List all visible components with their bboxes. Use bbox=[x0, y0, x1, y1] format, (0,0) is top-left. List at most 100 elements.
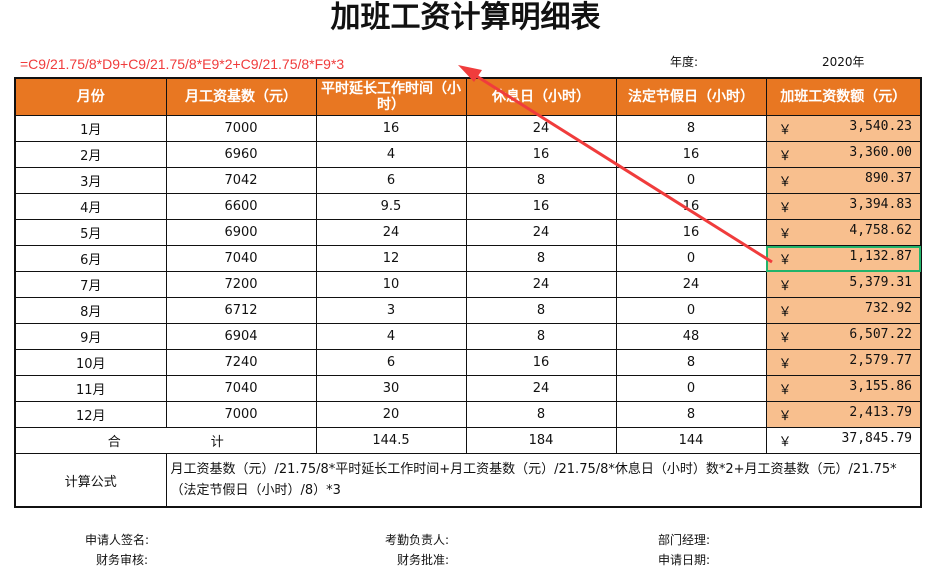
cell[interactable]: 24 bbox=[465, 271, 617, 298]
amount-value: 732.92 bbox=[865, 301, 912, 316]
cell[interactable]: 7042 bbox=[165, 167, 317, 194]
cell[interactable]: 7000 bbox=[165, 115, 317, 142]
column-header[interactable]: 法定节假日（小时） bbox=[615, 77, 767, 116]
cell[interactable]: 8 bbox=[615, 115, 767, 142]
amount-value: 3,155.86 bbox=[849, 379, 912, 394]
cell[interactable]: 24 bbox=[465, 115, 617, 142]
amount-cell[interactable]: ￥ 3,155.86 bbox=[765, 375, 922, 402]
amount-cell[interactable]: ￥ 3,540.23 bbox=[765, 115, 922, 142]
column-header[interactable]: 休息日（小时） bbox=[465, 77, 617, 116]
cell[interactable]: 0 bbox=[615, 375, 767, 402]
year-value[interactable]: 2020年 bbox=[822, 55, 865, 69]
total-amount[interactable]: ￥ 37,845.79 bbox=[765, 427, 922, 454]
amount-cell[interactable]: ￥ 3,360.00 bbox=[765, 141, 922, 168]
cell[interactable]: 4 bbox=[315, 323, 467, 350]
cell[interactable]: 2月 bbox=[14, 141, 167, 168]
cell[interactable]: 8月 bbox=[14, 297, 167, 324]
cell[interactable]: 30 bbox=[315, 375, 467, 402]
cell[interactable]: 16 bbox=[615, 141, 767, 168]
column-header[interactable]: 加班工资数额（元） bbox=[765, 77, 922, 116]
cell[interactable]: 8 bbox=[465, 297, 617, 324]
cell[interactable]: 4 bbox=[315, 141, 467, 168]
cell[interactable]: 9.5 bbox=[315, 193, 467, 220]
cell[interactable]: 6 bbox=[315, 349, 467, 376]
cell[interactable]: 12月 bbox=[14, 401, 167, 428]
cell[interactable]: 20 bbox=[315, 401, 467, 428]
total-rest[interactable]: 184 bbox=[465, 427, 617, 454]
cell[interactable]: 48 bbox=[615, 323, 767, 350]
cell[interactable]: 5月 bbox=[14, 219, 167, 246]
amount-value: 3,540.23 bbox=[849, 119, 912, 134]
cell[interactable]: 16 bbox=[465, 193, 617, 220]
amount-value: 6,507.22 bbox=[849, 327, 912, 342]
amount-cell[interactable]: ￥ 4,758.62 bbox=[765, 219, 922, 246]
cell[interactable]: 16 bbox=[465, 141, 617, 168]
cell[interactable]: 16 bbox=[615, 193, 767, 220]
amount-cell[interactable]: ￥ 2,579.77 bbox=[765, 349, 922, 376]
cell[interactable]: 4月 bbox=[14, 193, 167, 220]
attendance-manager-label: 考勤负责人: bbox=[385, 533, 450, 547]
cell[interactable]: 3月 bbox=[14, 167, 167, 194]
amount-cell[interactable]: ￥ 2,413.79 bbox=[765, 401, 922, 428]
application-date-label: 申请日期: bbox=[658, 553, 711, 567]
cell[interactable]: 6900 bbox=[165, 219, 317, 246]
amount-cell[interactable]: ￥ 6,507.22 bbox=[765, 323, 922, 350]
cell[interactable]: 7040 bbox=[165, 375, 317, 402]
amount-cell[interactable]: ￥ 3,394.83 bbox=[765, 193, 922, 220]
cell[interactable]: 16 bbox=[315, 115, 467, 142]
total-overtime[interactable]: 144.5 bbox=[315, 427, 467, 454]
cell[interactable]: 8 bbox=[465, 323, 617, 350]
cell[interactable]: 6712 bbox=[165, 297, 317, 324]
column-header[interactable]: 月份 bbox=[14, 77, 167, 116]
overtime-table: 月份 月工资基数（元） 平时延长工作时间（小时） 休息日（小时） 法定节假日（小时） 加班… bbox=[14, 77, 922, 508]
cell[interactable]: 7200 bbox=[165, 271, 317, 298]
amount-cell[interactable]: ￥ 1,132.87 bbox=[765, 245, 922, 272]
column-header[interactable]: 平时延长工作时间（小时） bbox=[315, 77, 467, 116]
total-row: 合计 144.5 184 144 ￥ 37,845.79 bbox=[14, 427, 922, 454]
cell[interactable]: 7240 bbox=[165, 349, 317, 376]
cell[interactable]: 10 bbox=[315, 271, 467, 298]
cell[interactable]: 24 bbox=[615, 271, 767, 298]
cell[interactable]: 6960 bbox=[165, 141, 317, 168]
cell[interactable]: 1月 bbox=[14, 115, 167, 142]
cell[interactable]: 6600 bbox=[165, 193, 317, 220]
cell[interactable]: 7000 bbox=[165, 401, 317, 428]
cell[interactable]: 3 bbox=[315, 297, 467, 324]
table-row: 10月 7240 6 16 8 ￥ 2,579.77 bbox=[14, 349, 922, 376]
cell[interactable]: 0 bbox=[615, 167, 767, 194]
cell[interactable]: 10月 bbox=[14, 349, 167, 376]
currency-symbol: ￥ bbox=[778, 149, 792, 164]
cell[interactable]: 8 bbox=[615, 349, 767, 376]
amount-cell[interactable]: ￥ 732.92 bbox=[765, 297, 922, 324]
cell[interactable]: 24 bbox=[465, 375, 617, 402]
cell[interactable]: 6904 bbox=[165, 323, 317, 350]
cell[interactable]: 11月 bbox=[14, 375, 167, 402]
cell[interactable]: 8 bbox=[615, 401, 767, 428]
currency-symbol: ￥ bbox=[778, 435, 792, 450]
amount-value: 2,413.79 bbox=[849, 405, 912, 420]
column-header[interactable]: 月工资基数（元） bbox=[165, 77, 317, 116]
cell[interactable]: 0 bbox=[615, 297, 767, 324]
cell[interactable]: 8 bbox=[465, 401, 617, 428]
cell[interactable]: 16 bbox=[465, 349, 617, 376]
cell[interactable]: 8 bbox=[465, 167, 617, 194]
formula-text[interactable]: 月工资基数（元）/21.75/8*平时延长工作时间+月工资基数（元）/21.75… bbox=[165, 453, 922, 508]
currency-symbol: ￥ bbox=[778, 175, 792, 190]
cell[interactable]: 24 bbox=[465, 219, 617, 246]
amount-value: 5,379.31 bbox=[849, 275, 912, 290]
cell[interactable]: 6月 bbox=[14, 245, 167, 272]
cell[interactable]: 7月 bbox=[14, 271, 167, 298]
cell[interactable]: 16 bbox=[615, 219, 767, 246]
cell[interactable]: 24 bbox=[315, 219, 467, 246]
total-holiday[interactable]: 144 bbox=[615, 427, 767, 454]
finance-approval-label: 财务批准: bbox=[397, 553, 450, 567]
cell[interactable]: 6 bbox=[315, 167, 467, 194]
amount-cell[interactable]: ￥ 5,379.31 bbox=[765, 271, 922, 298]
cell[interactable]: 0 bbox=[615, 245, 767, 272]
cell[interactable]: 12 bbox=[315, 245, 467, 272]
cell[interactable]: 9月 bbox=[14, 323, 167, 350]
total-label-b: 计 bbox=[210, 435, 224, 450]
cell[interactable]: 8 bbox=[465, 245, 617, 272]
amount-cell[interactable]: ￥ 890.37 bbox=[765, 167, 922, 194]
cell[interactable]: 7040 bbox=[165, 245, 317, 272]
